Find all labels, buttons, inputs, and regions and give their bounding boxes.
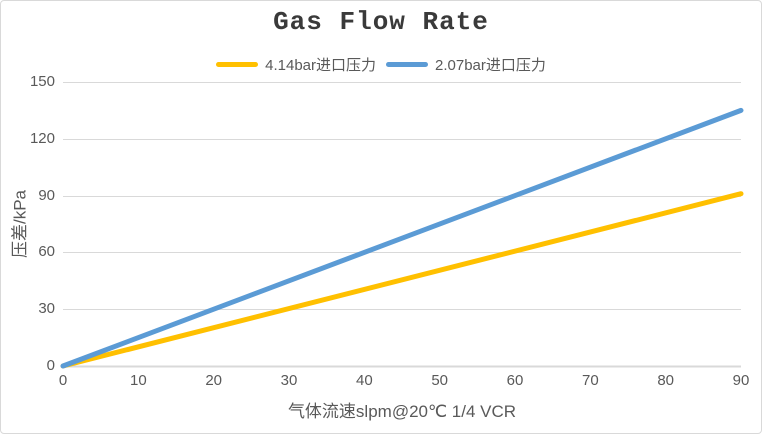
legend-line-swatch-gold — [216, 62, 259, 67]
y-tick-label: 120 — [29, 129, 55, 147]
x-tick-label: 40 — [355, 372, 373, 389]
x-tick-label: 60 — [506, 372, 524, 389]
y-tick-label: 150 — [29, 73, 55, 90]
y-tick-label: 30 — [38, 300, 55, 318]
legend-line-swatch-blue — [386, 62, 428, 67]
series-line-1 — [60, 107, 744, 369]
x-tick-label: 80 — [657, 372, 674, 389]
legend-label: 2.07bar进口压力 — [435, 57, 546, 74]
series-line-0 — [60, 191, 744, 369]
y-tick-label: 90 — [38, 186, 55, 204]
y-axis-title: 压差/kPa — [10, 189, 30, 259]
legend-item-4-14bar: 4.14bar进口压力 — [216, 54, 376, 75]
legend-label: 4.14bar进口压力 — [265, 57, 376, 74]
y-tick-label: 0 — [46, 357, 55, 374]
x-tick-label: 30 — [280, 372, 298, 389]
x-tick-label: 50 — [431, 372, 448, 389]
x-tick-label: 70 — [581, 372, 599, 389]
y-tick-label: 60 — [38, 243, 55, 261]
x-tick-label: 20 — [205, 372, 222, 389]
x-tick-label: 0 — [58, 372, 68, 389]
x-tick-label: 90 — [732, 372, 750, 389]
legend: 4.14bar进口压力 2.07bar进口压力 — [1, 54, 761, 75]
x-tick-label: 10 — [129, 372, 147, 389]
chart-title: Gas Flow Rate — [273, 7, 489, 37]
legend-item-2-07bar: 2.07bar进口压力 — [386, 54, 546, 75]
x-axis-title: 气体流速slpm@20℃ 1/4 VCR — [287, 402, 517, 421]
